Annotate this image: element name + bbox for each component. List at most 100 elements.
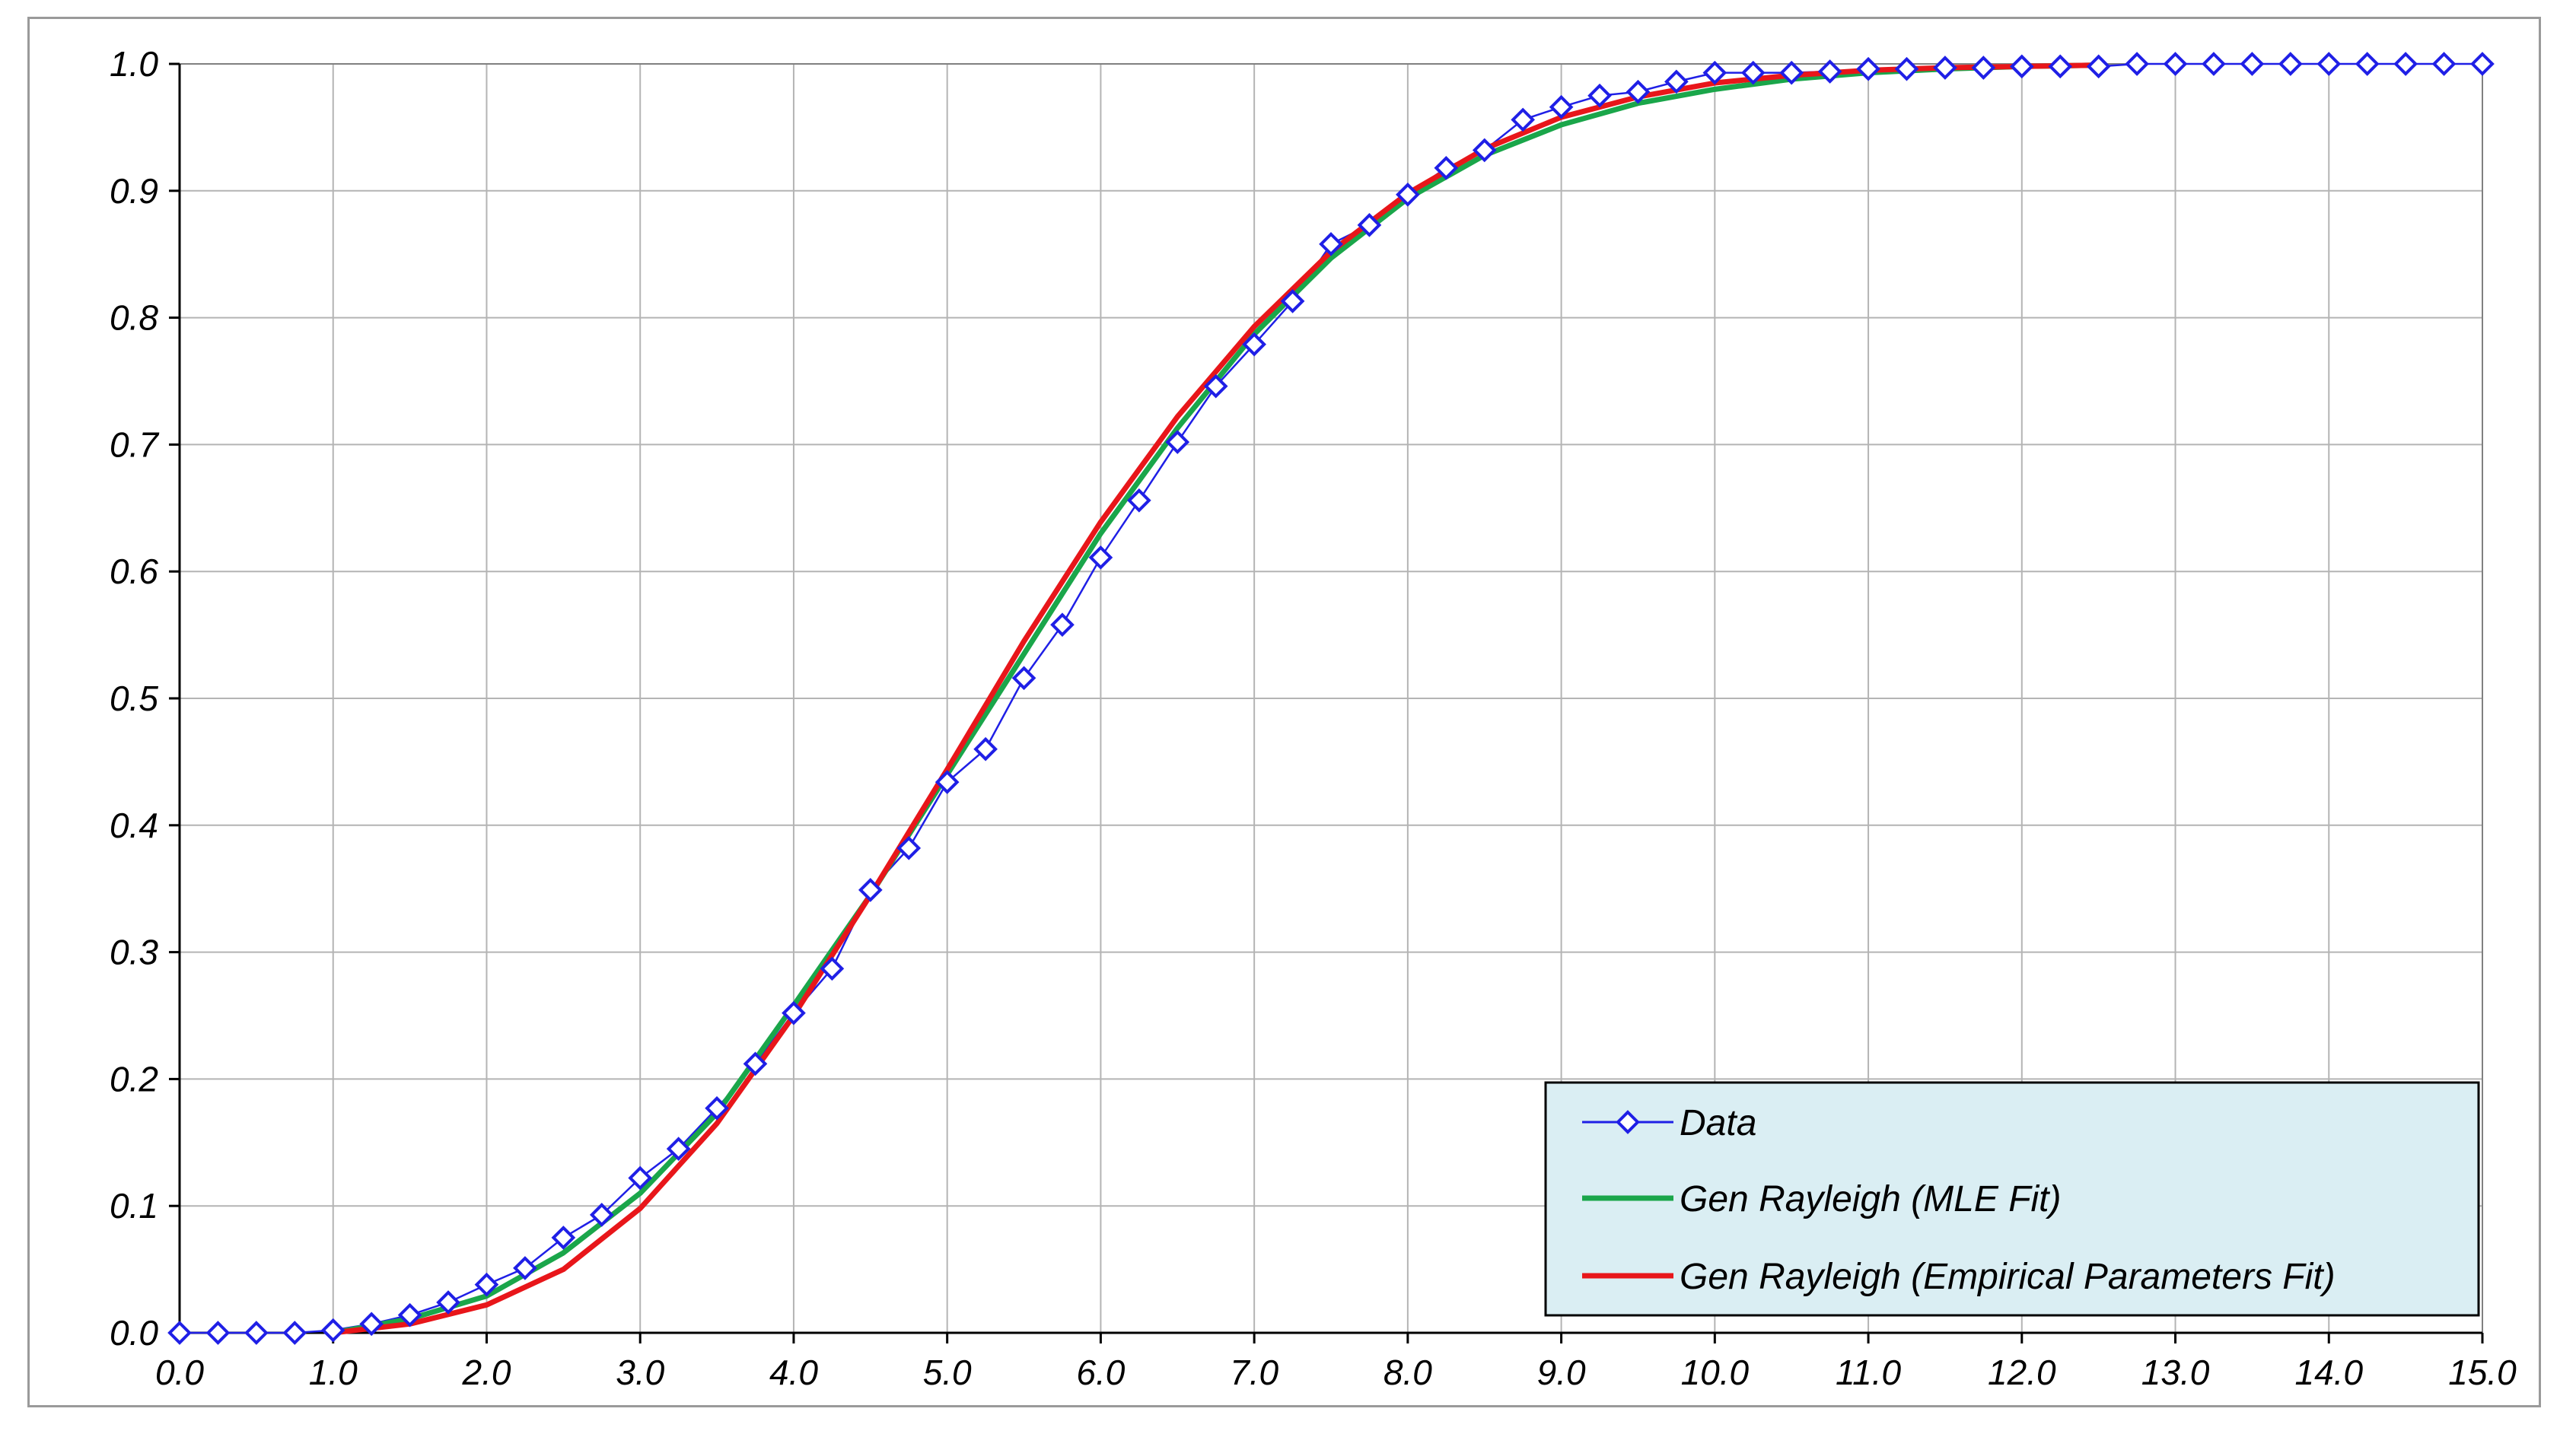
x-tick-label: 3.0: [616, 1353, 664, 1392]
data-point: [1626, 79, 1651, 104]
data-point: [1203, 374, 1228, 399]
data-point: [205, 1321, 231, 1345]
y-tick-label: 0.2: [110, 1059, 158, 1099]
data-point: [1740, 60, 1766, 85]
data-point: [589, 1203, 614, 1227]
data-point: [244, 1321, 269, 1345]
x-tick-label: 7.0: [1230, 1353, 1278, 1392]
y-tick-label: 0.8: [110, 298, 158, 338]
y-tick-label: 0.7: [110, 424, 159, 464]
data-point: [397, 1302, 422, 1327]
y-tick-label: 1.0: [110, 44, 158, 84]
y-tick-label: 0.6: [110, 552, 158, 591]
x-tick-label: 11.0: [1836, 1353, 1902, 1392]
x-tick-label: 10.0: [1681, 1353, 1750, 1392]
data-point: [1088, 545, 1113, 570]
data-point: [1050, 612, 1075, 638]
data-point: [743, 1051, 768, 1076]
data-point: [2009, 54, 2034, 79]
data-point: [2086, 54, 2111, 79]
data-point: [1011, 666, 1036, 691]
x-tick-label: 1.0: [309, 1353, 358, 1392]
data-point: [628, 1165, 653, 1191]
y-tick-label: 0.1: [110, 1186, 158, 1226]
chart-frame: 0.0 1.0 2.0 3.0 4.0 5.0 6.0 7.0 8.0 9.0 10.0 11.0 12…: [27, 17, 2541, 1407]
data-point: [2431, 52, 2457, 76]
x-tick-label: 6.0: [1076, 1353, 1125, 1392]
data-point: [1165, 430, 1190, 454]
data-point: [2163, 52, 2188, 76]
data-point: [1472, 138, 1497, 163]
legend-box: [1544, 1081, 2480, 1317]
x-tick-label: 12.0: [1988, 1353, 2056, 1392]
data-point: [2470, 52, 2495, 76]
data-point: [2202, 52, 2226, 76]
data-point: [2278, 52, 2303, 76]
data-point: [1971, 56, 1996, 80]
x-tick-label: 2.0: [461, 1353, 511, 1392]
data-point: [1856, 56, 1880, 81]
chart-svg: 0.0 1.0 2.0 3.0 4.0 5.0 6.0 7.0 8.0 9.0 10.0 11.0 12…: [110, 44, 2517, 1392]
data-point: [1242, 332, 1266, 357]
y-tick-label: 0.4: [110, 806, 158, 845]
data-point: [1434, 155, 1459, 180]
y-tick-label: 0.3: [110, 933, 158, 972]
x-tick-label: 15.0: [2448, 1353, 2517, 1392]
data-point: [359, 1312, 384, 1337]
x-tick-label: 4.0: [769, 1353, 818, 1392]
legend-label: Gen Rayleigh (MLE Fit): [1680, 1179, 2062, 1219]
data-point: [858, 878, 883, 902]
data-point: [1933, 56, 1957, 80]
data-point: [1817, 59, 1842, 84]
data-point: [1587, 83, 1612, 108]
data-point: [935, 770, 960, 794]
y-tick-label: 0.0: [110, 1313, 158, 1353]
data-point: [1357, 213, 1382, 237]
data-point: [2316, 52, 2342, 76]
x-tick-label: 9.0: [1537, 1353, 1586, 1392]
data-point: [1127, 488, 1151, 513]
legend-label: Gen Rayleigh (Empirical Parameters Fit): [1680, 1257, 2336, 1297]
y-tick-label: 0.5: [110, 679, 158, 718]
data-point: [2240, 52, 2265, 76]
data-point: [1280, 289, 1305, 313]
x-tick-label: 13.0: [2141, 1353, 2210, 1392]
data-point: [1779, 60, 1804, 85]
data-point: [782, 1000, 806, 1025]
axis-layer: [169, 62, 2484, 1343]
legend: Data Gen Rayleigh (MLE Fit) Gen Rayleigh (…: [1544, 1081, 2480, 1317]
data-point: [282, 1321, 307, 1345]
data-point: [513, 1256, 537, 1280]
x-tick-label: 8.0: [1384, 1353, 1432, 1392]
data-point: [820, 956, 845, 981]
x-tick-label: 0.0: [155, 1353, 204, 1392]
data-point: [666, 1137, 691, 1161]
data-point: [551, 1226, 576, 1250]
y-tick-label: 0.9: [110, 171, 158, 211]
legend-marker-data: [1616, 1110, 1640, 1134]
x-tick-label: 5.0: [923, 1353, 972, 1392]
data-point: [1664, 69, 1689, 94]
data-point: [436, 1290, 460, 1315]
data-point: [896, 835, 922, 860]
data-point: [1319, 232, 1343, 256]
data-point: [1396, 182, 1420, 207]
series-line-empirical-fit: [330, 62, 2102, 1336]
data-point: [320, 1318, 345, 1343]
data-point: [973, 736, 998, 762]
legend-label: Data: [1680, 1103, 1756, 1143]
data-point: [167, 1321, 192, 1345]
data-point: [1894, 56, 1919, 81]
x-tick-label: 14.0: [2295, 1353, 2364, 1392]
data-point: [1511, 107, 1535, 132]
data-point: [1549, 94, 1574, 119]
data-point: [2355, 52, 2380, 76]
data-point: [2048, 54, 2073, 79]
data-point: [2393, 52, 2418, 76]
data-point: [705, 1095, 729, 1121]
data-point: [1702, 60, 1727, 85]
series-layer: [167, 52, 2495, 1345]
label-layer: 0.0 1.0 2.0 3.0 4.0 5.0 6.0 7.0 8.0 9.0 10.0 11.0 12…: [110, 44, 2517, 1392]
data-point: [474, 1272, 499, 1297]
data-point: [2125, 52, 2149, 76]
